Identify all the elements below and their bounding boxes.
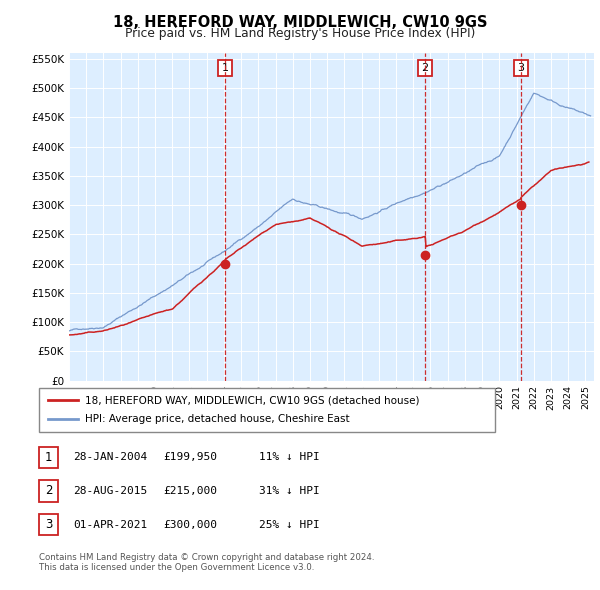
Text: 2: 2	[45, 484, 52, 497]
Text: £300,000: £300,000	[163, 520, 217, 529]
Text: This data is licensed under the Open Government Licence v3.0.: This data is licensed under the Open Gov…	[39, 563, 314, 572]
Text: 18, HEREFORD WAY, MIDDLEWICH, CW10 9GS: 18, HEREFORD WAY, MIDDLEWICH, CW10 9GS	[113, 15, 487, 30]
Text: 2: 2	[421, 63, 428, 73]
Text: 31% ↓ HPI: 31% ↓ HPI	[259, 486, 320, 496]
Text: 11% ↓ HPI: 11% ↓ HPI	[259, 453, 320, 462]
Text: 1: 1	[222, 63, 229, 73]
Text: 1: 1	[45, 451, 52, 464]
Text: Price paid vs. HM Land Registry's House Price Index (HPI): Price paid vs. HM Land Registry's House …	[125, 27, 475, 40]
Text: 3: 3	[45, 518, 52, 531]
Text: 28-JAN-2004: 28-JAN-2004	[73, 453, 148, 462]
Text: 25% ↓ HPI: 25% ↓ HPI	[259, 520, 320, 529]
Text: Contains HM Land Registry data © Crown copyright and database right 2024.: Contains HM Land Registry data © Crown c…	[39, 553, 374, 562]
Text: £215,000: £215,000	[163, 486, 217, 496]
Text: £199,950: £199,950	[163, 453, 217, 462]
Text: 01-APR-2021: 01-APR-2021	[73, 520, 148, 529]
Text: 18, HEREFORD WAY, MIDDLEWICH, CW10 9GS (detached house): 18, HEREFORD WAY, MIDDLEWICH, CW10 9GS (…	[85, 395, 420, 405]
Text: 3: 3	[517, 63, 524, 73]
Text: HPI: Average price, detached house, Cheshire East: HPI: Average price, detached house, Ches…	[85, 415, 350, 424]
Text: 28-AUG-2015: 28-AUG-2015	[73, 486, 148, 496]
